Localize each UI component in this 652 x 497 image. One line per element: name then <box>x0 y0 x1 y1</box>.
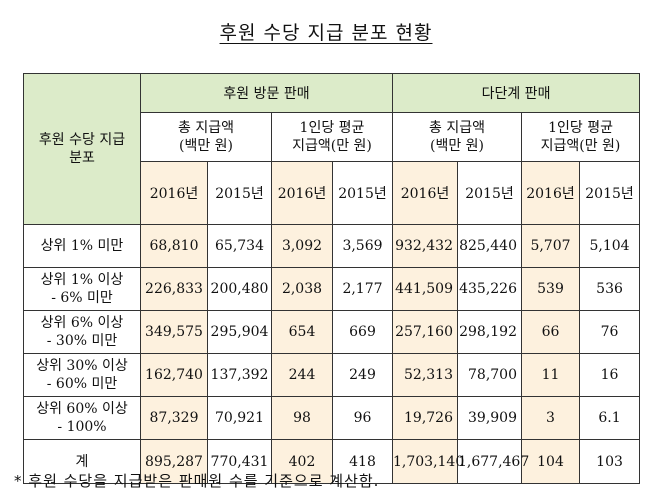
table-cell: 932,432 <box>392 224 458 268</box>
table-cell: 654 <box>271 310 333 354</box>
table-cell: 65,734 <box>207 224 272 268</box>
table-cell: 402 <box>271 439 333 484</box>
subheader-per-person-multi: 1인당 평균 지급액(만 원) <box>520 112 641 162</box>
distribution-table: 후원 수당 지급 분포 후원 방문 판매 다단계 판매 총 지급액 (백만 원) 1… <box>23 73 641 484</box>
table-cell: 298,192 <box>457 310 522 354</box>
table-cell: 249 <box>332 353 393 397</box>
table-row: 계 895,287 770,431 402 418 1,703,140 1,677,467 1… <box>23 439 641 484</box>
table-cell: 5,104 <box>578 224 641 268</box>
year-header-1: 2015년 <box>207 161 272 225</box>
table-row: 상위 6% 이상 - 30% 미만 349,575 295,904 654 669 257,… <box>23 310 641 354</box>
table-cell: 3 <box>521 396 580 440</box>
subheader-per-person-door: 1인당 평균 지급액(만 원) <box>271 112 393 162</box>
table-cell: 895,287 <box>140 439 208 484</box>
table-cell: 52,313 <box>392 353 458 397</box>
table-cell: 536 <box>578 267 641 311</box>
subheader-total-paid-door: 총 지급액 (백만 원) <box>140 112 272 162</box>
table-cell: 418 <box>332 439 393 484</box>
row-label: 상위 1% 미만 <box>23 224 141 268</box>
row-label: 상위 1% 이상 - 6% 미만 <box>23 267 141 311</box>
table-cell: 1,677,467 <box>457 439 529 484</box>
table-cell: 2,177 <box>332 267 393 311</box>
row-header: 후원 수당 지급 분포 <box>23 73 141 225</box>
table-cell: 226,833 <box>140 267 208 311</box>
title-text: 후원 수당 지급 분포 현황 <box>219 22 433 44</box>
table-cell: 96 <box>332 396 393 440</box>
table-cell: 66 <box>521 310 580 354</box>
table-cell: 78,700 <box>457 353 522 397</box>
table-cell: 11 <box>521 353 580 397</box>
year-header-4: 2016년 <box>392 161 458 225</box>
table-row: 상위 1% 이상 - 6% 미만 226,833 200,480 2,038 2,177 4… <box>23 267 641 311</box>
table-row: 상위 60% 이상 - 100% 87,329 70,921 98 96 19,726 39,… <box>23 396 641 440</box>
row-label: 상위 60% 이상 - 100% <box>23 396 141 440</box>
table-title: 후원 수당 지급 분포 현황 <box>0 18 652 45</box>
subheader-total-paid-multi: 총 지급액 (백만 원) <box>392 112 522 162</box>
year-header-6: 2016년 <box>521 161 580 225</box>
table-cell: 1,703,140 <box>392 439 464 484</box>
row-label: 상위 6% 이상 - 30% 미만 <box>23 310 141 354</box>
group-header-door-sales: 후원 방문 판매 <box>140 73 393 113</box>
table-cell: 3,092 <box>271 224 333 268</box>
table-cell: 19,726 <box>392 396 458 440</box>
table-cell: 16 <box>578 353 641 397</box>
table-cell: 103 <box>578 439 641 484</box>
table-cell: 104 <box>521 439 580 484</box>
table-cell: 435,226 <box>457 267 522 311</box>
table-cell: 200,480 <box>207 267 272 311</box>
table-row: 상위 30% 이상 - 60% 미만 162,740 137,392 244 249 52,… <box>23 353 641 397</box>
table-row: 상위 1% 미만 68,810 65,734 3,092 3,569 932,432 825… <box>23 224 641 268</box>
table-cell: 137,392 <box>207 353 272 397</box>
table-cell: 68,810 <box>140 224 208 268</box>
table-cell: 5,707 <box>521 224 580 268</box>
table-cell: 539 <box>521 267 580 311</box>
table-cell: 244 <box>271 353 333 397</box>
year-header-5: 2015년 <box>457 161 522 225</box>
table-cell: 295,904 <box>207 310 272 354</box>
table-cell: 76 <box>578 310 641 354</box>
table-cell: 349,575 <box>140 310 208 354</box>
table-cell: 770,431 <box>207 439 272 484</box>
table-cell: 441,509 <box>392 267 458 311</box>
table-cell: 162,740 <box>140 353 208 397</box>
row-label: 계 <box>23 439 141 484</box>
table-cell: 825,440 <box>457 224 522 268</box>
group-header-multilevel: 다단계 판매 <box>391 73 641 113</box>
table-cell: 39,909 <box>457 396 522 440</box>
table-body: 상위 1% 미만 68,810 65,734 3,092 3,569 932,432 825… <box>23 224 641 484</box>
table-cell: 98 <box>271 396 333 440</box>
table-cell: 257,160 <box>392 310 458 354</box>
year-header-2: 2016년 <box>271 161 333 225</box>
table-cell: 669 <box>332 310 393 354</box>
table-cell: 3,569 <box>332 224 393 268</box>
table-cell: 2,038 <box>271 267 333 311</box>
year-header-7: 2015년 <box>578 161 641 225</box>
year-header-0: 2016년 <box>140 161 208 225</box>
table-cell: 87,329 <box>140 396 208 440</box>
footnote: * 후원 수당을 지급받은 판매원 수를 기준으로 계산함. <box>14 472 380 490</box>
table-cell: 70,921 <box>207 396 272 440</box>
year-header-3: 2015년 <box>332 161 393 225</box>
row-label: 상위 30% 이상 - 60% 미만 <box>23 353 141 397</box>
year-header-row: 2016년 2015년 2016년 2015년 2016년 2015년 2016년 2015년 <box>24 161 641 225</box>
table-cell: 6.1 <box>578 396 641 440</box>
